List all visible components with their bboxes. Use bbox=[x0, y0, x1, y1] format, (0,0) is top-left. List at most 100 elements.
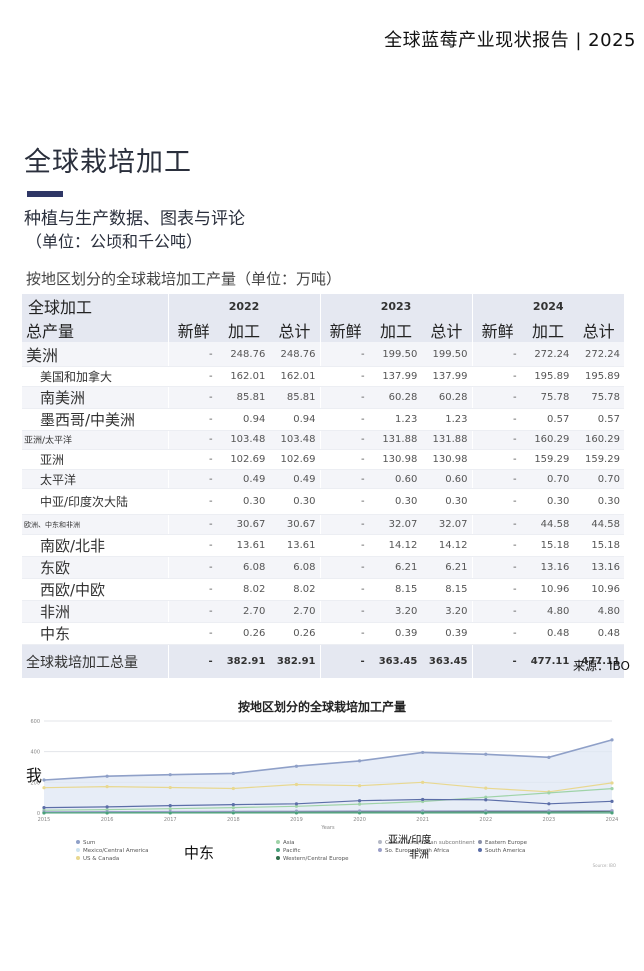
table-row: 美国和加拿大 -162.01 162.01-137.99 137.99-195.89 1… bbox=[22, 366, 624, 387]
data-point bbox=[231, 786, 235, 791]
region-label: 太平洋 bbox=[22, 469, 168, 490]
legend-label: Central Asia/Indian subcontinent bbox=[385, 840, 476, 846]
table-total-row: 全球栽培加工总量 -382.91 382.91-363.45 363.45-477.1… bbox=[22, 644, 624, 679]
table-row: 美洲 -248.76 248.76-199.50 199.50-272.24 272.2… bbox=[22, 342, 624, 367]
table-row: 非洲 -2.70 2.70-3.20 3.20-4.80 4.80 bbox=[22, 600, 624, 623]
value-cell: - bbox=[167, 469, 219, 490]
data-point bbox=[168, 804, 172, 808]
data-point bbox=[547, 755, 551, 759]
value-cell: 102.69 bbox=[269, 449, 320, 470]
value-cell: - bbox=[471, 386, 523, 409]
value-cell: - bbox=[319, 366, 371, 387]
value-cell: 195.89 bbox=[522, 366, 574, 387]
x-tick-label: 2024 bbox=[606, 817, 619, 823]
data-point bbox=[610, 781, 614, 785]
chart-footnote: Source: IBO bbox=[593, 863, 616, 868]
x-tick-label: 2023 bbox=[543, 817, 556, 823]
value-cell: 32.07 bbox=[370, 514, 422, 535]
value-cell: 30.67 bbox=[269, 514, 320, 535]
value-cell: 248.76 bbox=[218, 342, 270, 367]
value-cell: 103.48 bbox=[218, 430, 270, 451]
series-line bbox=[43, 739, 613, 781]
value-cell: 0.30 bbox=[269, 488, 320, 516]
value-cell: - bbox=[167, 408, 219, 431]
value-cell: - bbox=[167, 449, 219, 470]
region-label: 美洲 bbox=[22, 342, 168, 367]
value-cell: - bbox=[319, 469, 371, 490]
data-point bbox=[484, 798, 488, 802]
legend-label: Mexico/Central America bbox=[83, 848, 149, 854]
value-cell: 363.45 bbox=[421, 644, 472, 679]
value-cell: - bbox=[471, 449, 523, 470]
value-cell: 60.28 bbox=[421, 386, 472, 409]
corner-label: 全球加工 bbox=[22, 294, 168, 318]
value-cell: 272.24 bbox=[522, 342, 574, 367]
value-cell: 13.16 bbox=[573, 556, 624, 579]
value-cell: 0.39 bbox=[370, 622, 422, 645]
value-cell: 8.02 bbox=[218, 578, 270, 601]
value-cell: 0.30 bbox=[370, 488, 422, 516]
y-tick-label: 600 bbox=[30, 719, 40, 725]
data-point bbox=[105, 785, 109, 789]
value-cell: - bbox=[319, 488, 371, 516]
value-cell: 382.91 bbox=[218, 644, 270, 679]
value-cell: 382.91 bbox=[269, 644, 320, 679]
region-label: 墨西哥/中美洲 bbox=[22, 408, 168, 431]
region-label: 全球栽培加工总量 bbox=[22, 644, 168, 679]
year-header: 2022 bbox=[167, 294, 320, 318]
value-cell: - bbox=[471, 534, 523, 557]
value-cell: 199.50 bbox=[421, 342, 472, 367]
legend-overlay-central-asia: 亚洲/印度 bbox=[388, 835, 432, 846]
data-point bbox=[294, 782, 299, 787]
data-point bbox=[357, 799, 362, 803]
rows-label: 总产量 bbox=[22, 318, 168, 342]
value-cell: 131.88 bbox=[421, 430, 472, 451]
y-tick-label: 0 bbox=[37, 811, 40, 817]
series-line bbox=[43, 788, 613, 811]
data-point bbox=[610, 811, 614, 815]
value-cell: 30.67 bbox=[218, 514, 270, 535]
data-point bbox=[484, 786, 488, 790]
x-tick-label: 2021 bbox=[416, 817, 429, 823]
legend-swatch bbox=[76, 848, 80, 852]
value-cell: 0.48 bbox=[522, 622, 574, 645]
data-point bbox=[231, 806, 235, 810]
x-tick-label: 2020 bbox=[353, 817, 366, 823]
value-cell: 137.99 bbox=[421, 366, 472, 387]
legend-overlay-africa: 非洲 bbox=[409, 850, 429, 861]
table-row: 中东 -0.26 0.26-0.39 0.39-0.48 0.48 bbox=[22, 622, 624, 645]
value-cell: - bbox=[167, 366, 219, 387]
col-processed: 加工 bbox=[370, 318, 422, 342]
data-point bbox=[168, 785, 172, 790]
value-cell: 0.70 bbox=[573, 469, 624, 490]
region-label: 南美洲 bbox=[22, 386, 168, 409]
value-cell: 15.18 bbox=[522, 534, 574, 557]
value-cell: 130.98 bbox=[370, 449, 422, 470]
value-cell: 0.60 bbox=[421, 469, 472, 490]
section-subtitle: 种植与生产数据、图表与评论 bbox=[24, 209, 245, 229]
value-cell: - bbox=[167, 534, 219, 557]
value-cell: 2.70 bbox=[218, 600, 270, 623]
data-point bbox=[42, 806, 46, 810]
value-cell: - bbox=[319, 408, 371, 431]
value-cell: 103.48 bbox=[269, 430, 320, 451]
series-line bbox=[43, 810, 613, 813]
value-cell: - bbox=[319, 386, 371, 409]
value-cell: 102.69 bbox=[218, 449, 270, 470]
value-cell: 3.20 bbox=[421, 600, 472, 623]
value-cell: 160.29 bbox=[522, 430, 574, 451]
value-cell: 1.23 bbox=[370, 408, 422, 431]
value-cell: 137.99 bbox=[370, 366, 422, 387]
value-cell: 0.39 bbox=[421, 622, 472, 645]
value-cell: 0.48 bbox=[573, 622, 624, 645]
data-point bbox=[294, 804, 299, 808]
data-point bbox=[42, 811, 46, 815]
data-point bbox=[610, 787, 614, 791]
value-cell: - bbox=[319, 534, 371, 557]
value-cell: 14.12 bbox=[370, 534, 422, 557]
unit-note: （单位：公顷和千公吨） bbox=[26, 232, 203, 251]
value-cell: - bbox=[167, 386, 219, 409]
value-cell: - bbox=[471, 556, 523, 579]
value-cell: 0.70 bbox=[522, 469, 574, 490]
value-cell: - bbox=[167, 514, 219, 535]
